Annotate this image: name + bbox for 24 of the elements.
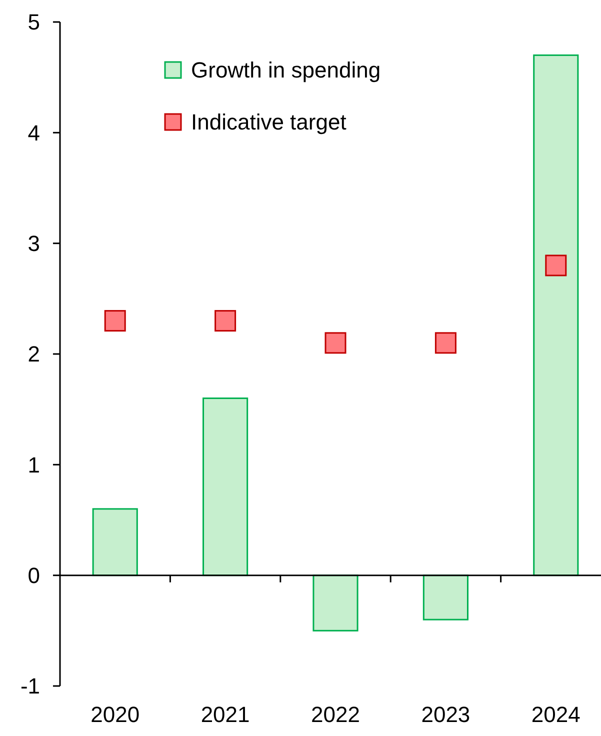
point — [324, 332, 346, 354]
bar — [202, 398, 248, 576]
point — [545, 254, 567, 276]
bar — [92, 508, 138, 576]
y-tick-label: 1 — [28, 452, 40, 478]
point — [104, 310, 126, 332]
bar — [422, 574, 468, 620]
bar — [533, 54, 579, 576]
y-tick-label: 4 — [28, 120, 40, 146]
legend-label: Growth in spending — [191, 58, 381, 83]
x-tick-label: 2024 — [531, 702, 580, 727]
legend-label: Indicative target — [191, 110, 346, 135]
y-tick-label: -1 — [20, 674, 40, 699]
y-tick-label: 3 — [28, 231, 40, 256]
point — [214, 310, 236, 332]
point — [434, 332, 456, 354]
x-tick-label: 2022 — [311, 702, 360, 727]
x-tick-label: 2020 — [90, 702, 140, 727]
bar — [312, 574, 358, 632]
x-tick-label: 2021 — [200, 702, 250, 727]
y-tick-label: 5 — [28, 10, 40, 35]
x-tick-label: 2023 — [421, 702, 470, 727]
y-tick-label: 2 — [28, 342, 40, 367]
y-tick-label: 0 — [28, 563, 40, 588]
